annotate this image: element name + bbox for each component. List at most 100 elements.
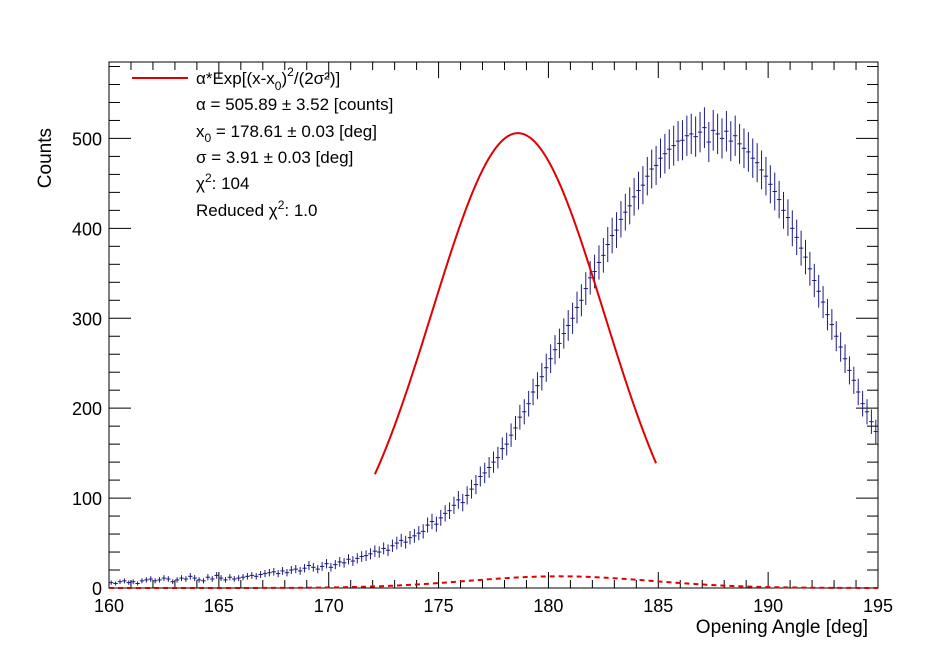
- legend-sigma: σ = 3.91 ± 0.03 [deg]: [196, 148, 353, 167]
- data-point: [561, 318, 567, 349]
- data-point: [653, 145, 659, 185]
- data-point: [776, 180, 782, 219]
- data-point: [271, 568, 276, 576]
- data-point: [667, 129, 672, 170]
- data-point: [122, 578, 127, 584]
- data-point: [658, 138, 663, 178]
- x-tick-label: 195: [863, 596, 893, 616]
- data-point: [135, 581, 140, 586]
- data-point: [469, 479, 474, 499]
- data-point: [741, 128, 747, 169]
- data-point: [495, 446, 501, 469]
- data-point: [754, 143, 760, 183]
- data-point: [341, 558, 347, 568]
- data-point: [649, 149, 654, 189]
- data-point: [174, 577, 180, 583]
- data-point: [737, 123, 742, 164]
- data-point: [311, 563, 316, 572]
- data-point: [803, 239, 808, 275]
- data-point: [148, 576, 153, 582]
- data-point: [807, 251, 813, 286]
- data-point: [873, 419, 878, 444]
- data-point: [504, 432, 509, 456]
- x-tick-label: 170: [314, 596, 344, 616]
- data-point: [790, 210, 795, 247]
- data-point: [196, 577, 202, 583]
- data-point: [126, 580, 131, 585]
- data-point: [614, 212, 619, 249]
- data-point: [232, 576, 237, 582]
- data-point: [478, 466, 483, 487]
- data-point: [425, 517, 430, 533]
- legend: α*Exp[(x-x0)2/(2σ²)] α = 505.89 ± 3.52 […: [132, 65, 393, 220]
- data-point: [355, 553, 360, 564]
- data-point: [570, 302, 575, 334]
- data-point: [442, 505, 448, 522]
- data-point: [711, 110, 716, 151]
- x-tick-label: 175: [424, 596, 454, 616]
- data-point: [829, 309, 835, 340]
- data-point: [491, 451, 496, 473]
- data-point: [724, 110, 729, 152]
- data-point: [205, 574, 211, 581]
- data-point: [548, 344, 553, 374]
- data-point: [768, 165, 773, 204]
- data-point: [324, 559, 329, 569]
- data-point: [746, 132, 751, 172]
- background-fit-curve: [109, 575, 878, 589]
- data-point: [732, 115, 738, 156]
- x-tick-label: 185: [643, 596, 673, 616]
- data-point: [210, 576, 215, 582]
- data-point: [359, 551, 364, 562]
- data-point: [372, 545, 378, 557]
- data-point: [693, 116, 698, 157]
- data-point: [838, 332, 843, 362]
- data-point: [794, 219, 799, 256]
- data-point: [530, 378, 536, 406]
- data-point: [157, 577, 162, 583]
- x-tick-label: 190: [753, 596, 783, 616]
- data-point: [381, 542, 386, 555]
- data-point: [719, 118, 725, 159]
- data-point: [697, 111, 703, 153]
- data-point: [544, 353, 549, 382]
- y-tick-label: 0: [92, 579, 102, 599]
- data-point: [535, 372, 540, 400]
- data-point: [508, 423, 514, 447]
- data-point: [763, 156, 769, 196]
- data-point: [223, 577, 228, 583]
- legend-x0: x0 = 178.61 ± 0.03 [deg]: [196, 122, 377, 145]
- data-point: [816, 274, 821, 308]
- data-point: [825, 298, 830, 331]
- data-point: [363, 550, 369, 562]
- data-point: [702, 107, 707, 148]
- data-points: [109, 107, 878, 586]
- data-point: [464, 486, 470, 505]
- data-point: [680, 120, 685, 161]
- data-point: [864, 399, 870, 425]
- data-point: [113, 581, 118, 586]
- data-point: [161, 575, 167, 582]
- data-point: [820, 286, 826, 319]
- data-point: [513, 415, 518, 440]
- data-point: [218, 575, 224, 582]
- data-point: [227, 574, 233, 581]
- data-point: [500, 437, 505, 460]
- data-point: [166, 576, 171, 582]
- data-point: [812, 263, 817, 298]
- data-point: [517, 404, 523, 430]
- data-point: [447, 502, 452, 520]
- data-point: [860, 390, 865, 417]
- data-point: [438, 509, 443, 526]
- data-point: [152, 578, 158, 584]
- data-point: [377, 546, 382, 558]
- data-point: [689, 113, 694, 155]
- data-point: [605, 226, 610, 263]
- data-point: [416, 526, 421, 541]
- data-point: [636, 171, 641, 210]
- x-axis-title: Opening Angle [deg]: [696, 617, 868, 638]
- data-point: [869, 409, 874, 434]
- data-point: [539, 362, 545, 391]
- data-point: [306, 561, 312, 571]
